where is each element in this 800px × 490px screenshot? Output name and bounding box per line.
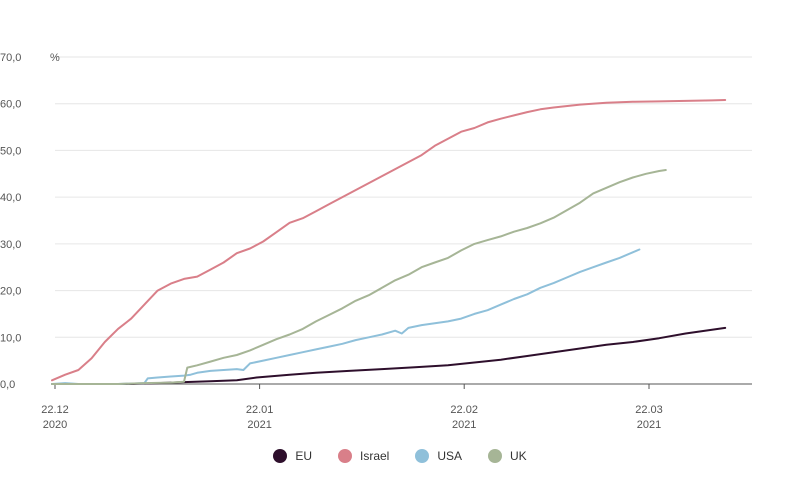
series-line-usa <box>51 248 641 385</box>
y-tick-label: 70,0 <box>0 52 21 64</box>
series-line-eu <box>51 326 727 385</box>
x-axis-ticks: 22.12 2020 22.01 2021 22.02 2021 22.03 2021 <box>41 384 663 431</box>
y-tick-label: 30,0 <box>0 239 21 251</box>
x-tick-label: 22.02 <box>450 404 478 416</box>
x-tick-label: 2021 <box>452 419 476 431</box>
y-tick-label: 60,0 <box>0 99 21 111</box>
series-line-israel <box>51 99 727 382</box>
x-tick-label: 22.01 <box>246 404 274 416</box>
y-tick-label: 10,0 <box>0 332 21 344</box>
legend-swatch <box>415 449 430 463</box>
legend-item-eu: EU <box>273 449 312 463</box>
y-tick-label: 20,0 <box>0 286 21 298</box>
x-tick-label: 22.03 <box>635 404 663 416</box>
y-tick-label: 0,0 <box>0 379 15 391</box>
legend-label: Israel <box>359 449 390 463</box>
x-tick-label: 2021 <box>637 419 661 431</box>
legend-swatch <box>273 449 288 463</box>
y-axis-ticks: 0,0 10,0 20,0 30,0 40,0 50,0 60,0 70,0 <box>0 52 21 391</box>
legend-item-usa: USA <box>415 449 462 463</box>
y-tick-label: 40,0 <box>0 192 21 204</box>
legend-label: USA <box>437 449 463 463</box>
legend: EU Israel USA UK <box>0 449 800 463</box>
grid-lines <box>55 56 752 338</box>
legend-item-israel: Israel <box>337 449 390 463</box>
legend-swatch <box>337 449 352 463</box>
legend-swatch <box>488 449 503 463</box>
x-tick-label: 2020 <box>43 419 67 431</box>
legend-item-uk: UK <box>488 449 527 463</box>
series-lines <box>51 99 727 385</box>
y-tick-label: 50,0 <box>0 145 21 157</box>
x-tick-label: 22.12 <box>41 404 69 416</box>
series-line-uk <box>51 169 667 385</box>
legend-label: UK <box>510 449 527 463</box>
x-tick-label: 2021 <box>247 419 271 431</box>
y-axis-unit: % <box>50 52 60 64</box>
legend-label: EU <box>295 449 312 463</box>
